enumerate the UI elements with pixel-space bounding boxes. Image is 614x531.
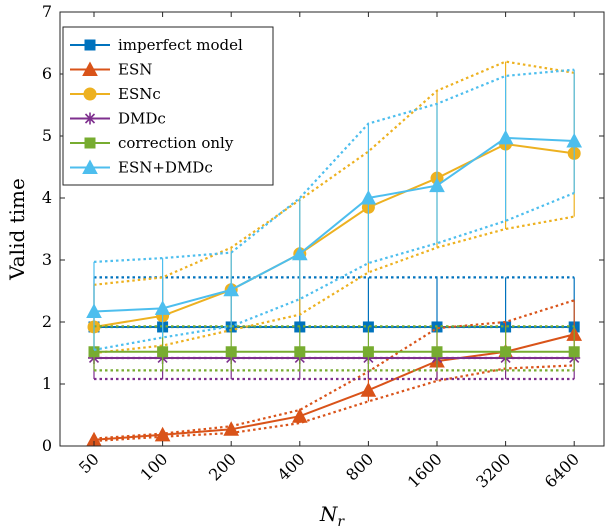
y-tick-label: 0 (42, 436, 52, 455)
data-point (360, 382, 377, 397)
y-axis-label: Valid time (5, 178, 29, 281)
series-4 (88, 325, 580, 372)
y-tick-label: 4 (42, 188, 52, 207)
plot-frame (59, 11, 605, 447)
x-tick-label: 3200 (472, 449, 514, 491)
data-point (154, 426, 171, 442)
data-point (429, 177, 445, 193)
x-tick-label: 1600 (404, 449, 446, 491)
upper-dotted-line (93, 68, 575, 263)
lower-dotted-line (93, 215, 575, 355)
data-point (497, 129, 514, 145)
data-point (294, 346, 306, 358)
data-point (568, 346, 580, 358)
legend-marker (82, 159, 98, 174)
y-tick-label: 6 (42, 64, 52, 83)
x-tick-label: 100 (136, 449, 171, 484)
legend-marker (83, 87, 97, 101)
legend-marker (82, 61, 98, 76)
data-point (360, 189, 377, 205)
legend-label: ESN+DMDc (118, 159, 213, 177)
series-line (93, 143, 575, 328)
y-tick-label: 7 (42, 2, 52, 21)
x-axis-label-sub: r (337, 514, 345, 530)
data-point (225, 346, 237, 358)
series-5 (86, 68, 583, 351)
data-point (362, 346, 374, 358)
series-line (93, 136, 575, 313)
legend: imperfect model ESN ESNc DMDc correction onl… (62, 26, 274, 186)
data-point (291, 408, 308, 423)
x-tick-label: 50 (75, 449, 103, 477)
y-tick-label: 3 (42, 250, 52, 269)
data-point (431, 346, 443, 358)
legend-label: DMDc (118, 110, 166, 128)
data-point (86, 303, 102, 318)
x-axis-label-main: N (319, 502, 339, 526)
y-tick-label: 5 (42, 126, 52, 145)
y-tick-label: 2 (42, 312, 52, 331)
x-tick-label: 200 (205, 449, 240, 484)
lower-dotted-line (93, 364, 575, 443)
series-line (93, 333, 575, 441)
x-tick-label: 800 (342, 449, 377, 484)
y-tick-label: 1 (42, 374, 52, 393)
data-point (154, 300, 171, 315)
series-layer (86, 60, 583, 447)
x-tick-label: 6400 (541, 449, 583, 491)
data-point (291, 245, 308, 261)
data-point (500, 346, 512, 358)
x-axis-label: Nr (319, 502, 346, 530)
legend-box (62, 26, 274, 186)
upper-dotted-line (93, 299, 575, 440)
legend-label: ESNc (118, 85, 161, 103)
data-point (566, 132, 583, 148)
legend-label: correction only (118, 134, 234, 152)
x-tick-label: 400 (274, 449, 309, 484)
data-point (223, 421, 240, 436)
data-point (223, 281, 240, 297)
legend-label: ESN (118, 61, 152, 79)
legend-label: imperfect model (118, 36, 243, 54)
legend-marker (84, 39, 96, 51)
data-point (157, 346, 169, 358)
legend-marker (84, 112, 96, 125)
legend-marker (84, 137, 96, 149)
